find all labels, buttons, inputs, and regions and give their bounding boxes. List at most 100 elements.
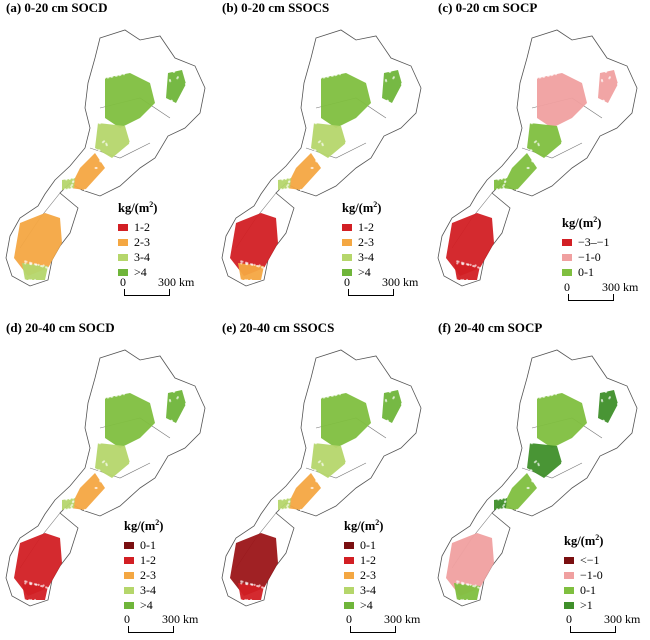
texture-speck <box>288 497 291 500</box>
east-zone <box>598 70 618 103</box>
texture-speck <box>560 461 564 465</box>
map-panel-c: (c) 0-20 cm SOCP <box>432 0 648 320</box>
texture-speck <box>319 76 323 80</box>
texture-speck <box>344 141 348 145</box>
texture-speck <box>30 278 33 282</box>
legend-swatch <box>118 269 128 277</box>
texture-speck <box>253 583 256 586</box>
texture-speck <box>128 461 132 465</box>
texture-speck <box>250 598 253 602</box>
scale-distance-label: 300 km <box>602 280 639 294</box>
legend-label: <−1 <box>580 553 600 568</box>
texture-speck <box>604 70 607 73</box>
texture-speck <box>170 419 173 422</box>
texture-speck <box>103 76 107 80</box>
texture-speck <box>41 585 44 588</box>
texture-speck <box>65 498 68 501</box>
legend-item: 2-3 <box>344 568 383 583</box>
texture-speck <box>560 141 564 145</box>
texture-speck <box>241 580 244 583</box>
texture-speck <box>251 263 254 266</box>
texture-speck <box>99 159 102 162</box>
north-zone <box>105 393 155 448</box>
legend-label: 3-4 <box>140 583 156 598</box>
texture-speck <box>103 460 106 463</box>
texture-speck <box>497 178 500 181</box>
texture-speck <box>240 262 243 265</box>
legend-swatch <box>342 254 352 262</box>
texture-speck <box>118 394 121 397</box>
legend-item: 3-4 <box>344 583 383 598</box>
texture-speck <box>315 479 318 482</box>
legend-item: 0-1 <box>564 583 603 598</box>
texture-speck <box>529 469 532 472</box>
texture-speck <box>244 278 247 282</box>
texture-speck <box>531 159 534 162</box>
east-zone <box>382 70 402 103</box>
texture-speck <box>608 396 611 399</box>
texture-speck <box>502 185 505 188</box>
texture-speck <box>460 278 463 282</box>
texture-speck <box>250 278 253 282</box>
legend-swatch <box>118 254 128 262</box>
texture-speck <box>118 74 121 77</box>
texture-speck <box>392 396 395 399</box>
scale-bar-line <box>124 289 170 296</box>
texture-speck <box>334 74 337 77</box>
texture-speck <box>246 598 249 602</box>
south-zone <box>230 213 278 276</box>
legend-swatch <box>342 224 352 232</box>
texture-speck <box>286 505 289 508</box>
texture-speck <box>240 278 243 282</box>
texture-speck <box>172 70 175 73</box>
texture-speck <box>515 188 519 192</box>
texture-speck <box>499 187 502 190</box>
texture-speck <box>35 263 38 266</box>
texture-speck <box>321 144 324 147</box>
texture-speck <box>504 180 507 183</box>
texture-speck <box>122 393 126 396</box>
scale-bar-line <box>568 294 614 301</box>
belt-zone <box>286 473 321 510</box>
legend-label: −1-0 <box>580 568 603 583</box>
texture-speck <box>24 582 27 585</box>
texture-speck <box>67 507 70 510</box>
texture-speck <box>313 469 316 472</box>
panel-title: (e) 20-40 cm SSOCS <box>222 320 335 335</box>
legend-swatch <box>344 542 354 550</box>
legend-label: −3–−1 <box>578 235 610 250</box>
texture-speck <box>103 140 106 143</box>
texture-speck <box>169 80 172 83</box>
legend-item: 0-1 <box>344 538 383 553</box>
east-zone <box>166 390 186 423</box>
texture-speck <box>70 507 73 510</box>
legend-swatch <box>564 602 574 610</box>
texture-speck <box>97 469 100 472</box>
north-zone <box>537 73 587 128</box>
belt-zone <box>502 153 537 190</box>
texture-speck <box>467 263 470 266</box>
texture-speck <box>176 76 179 79</box>
texture-speck <box>283 507 286 510</box>
texture-speck <box>41 265 44 268</box>
texture-speck <box>262 266 265 269</box>
texture-speck <box>30 262 33 265</box>
legend-item: 3-4 <box>124 583 163 598</box>
texture-speck <box>500 177 503 180</box>
texture-speck <box>128 141 132 145</box>
legend-label: 2-3 <box>360 568 376 583</box>
texture-speck <box>326 395 329 398</box>
texture-speck <box>299 508 303 512</box>
legend-item: 1-2 <box>118 220 157 235</box>
texture-speck <box>34 598 37 602</box>
texture-speck <box>319 396 323 400</box>
mid-zone <box>527 123 562 158</box>
texture-speck <box>330 74 333 77</box>
legend-item: >4 <box>124 598 163 613</box>
scale-zero-label: 0 <box>344 275 350 289</box>
texture-speck <box>456 598 459 602</box>
texture-speck <box>98 122 101 125</box>
texture-speck <box>515 508 519 512</box>
texture-speck <box>184 402 188 406</box>
legend-swatch <box>118 224 128 232</box>
